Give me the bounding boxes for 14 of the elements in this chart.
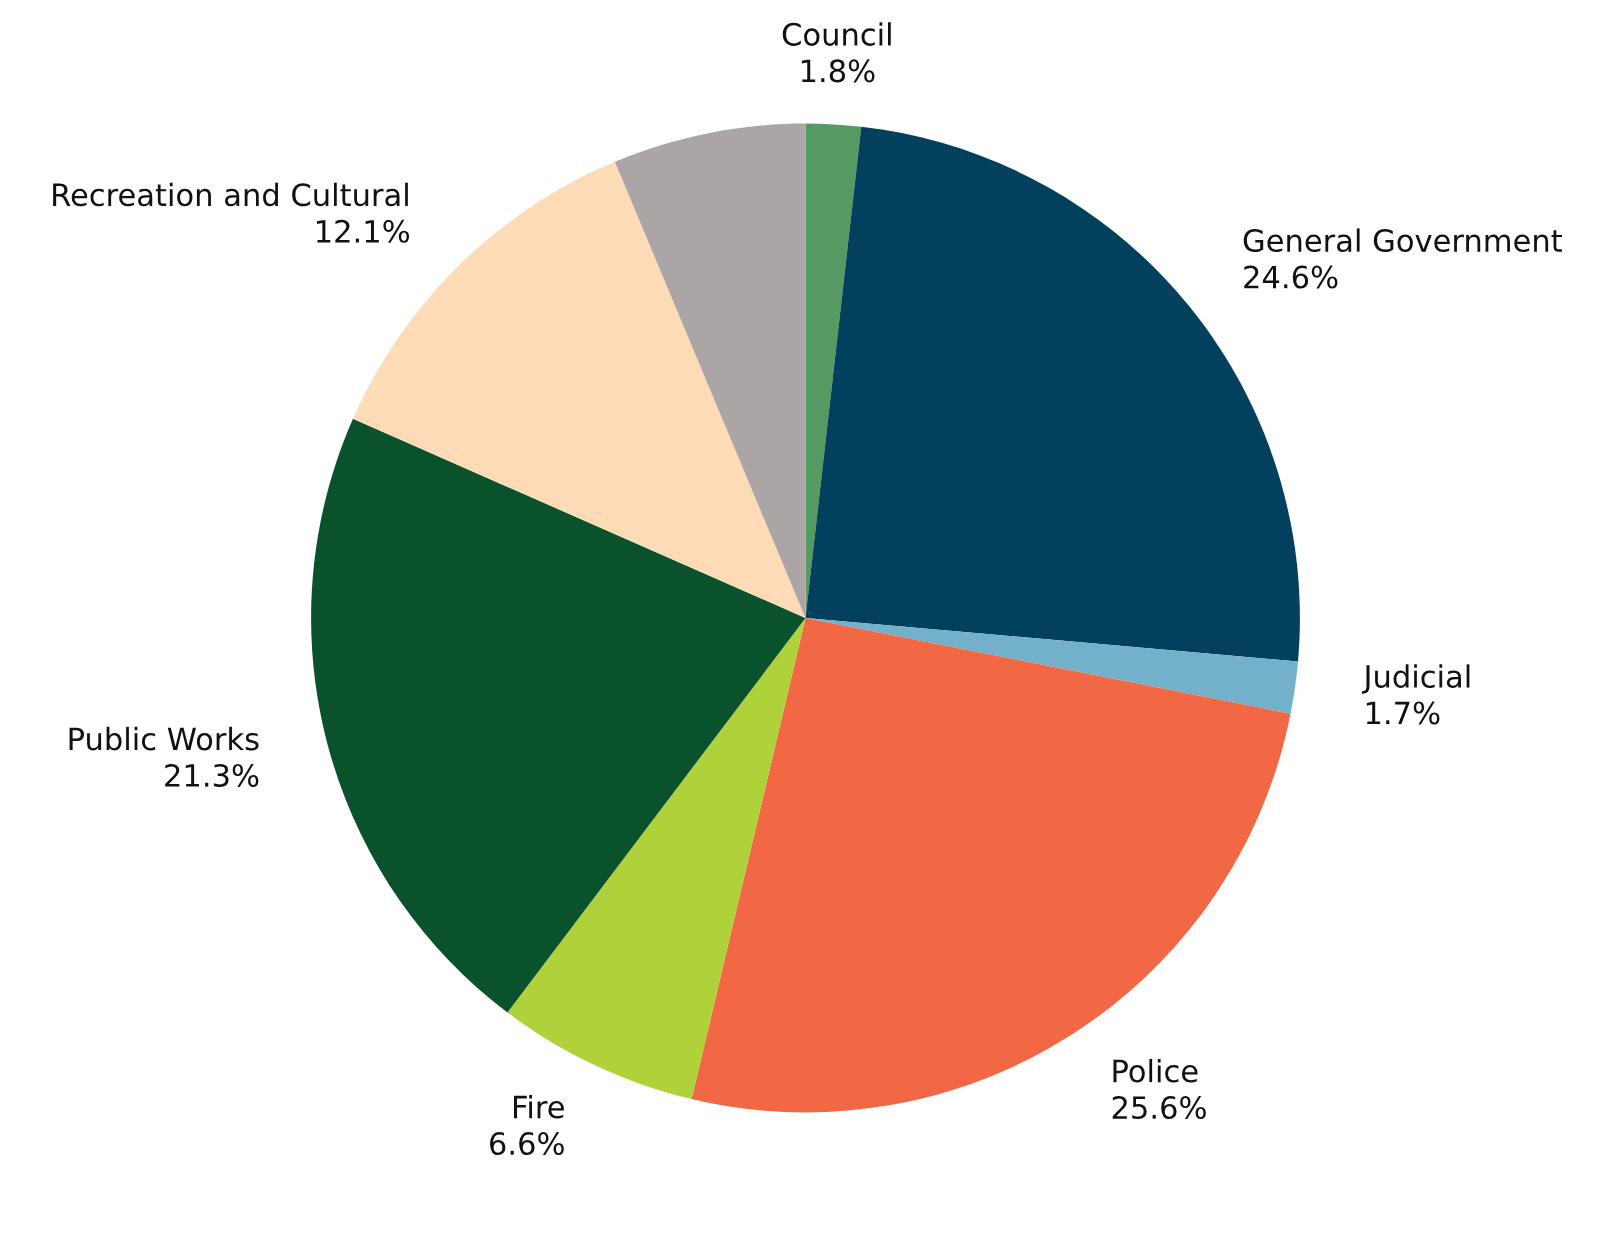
slice-label: Council — [782, 22, 891, 46]
slice-label: Police — [1113, 1058, 1198, 1083]
slice-label: Fire — [514, 1094, 564, 1119]
data-label: 1.8% — [801, 59, 875, 83]
data-label: 24.6% — [1244, 265, 1338, 289]
slice-label: Judicial — [1361, 664, 1470, 694]
data-label: 25.6% — [1112, 1095, 1206, 1120]
data-label: 1.7% — [1366, 701, 1440, 725]
slice-label: General Government — [1243, 228, 1562, 253]
slice-label: Public Works — [69, 726, 259, 751]
slice-label: Recreation and Cultural — [53, 182, 408, 207]
data-label: 21.3% — [165, 763, 259, 788]
data-label: 12.1% — [317, 219, 410, 243]
data-label: 6.6% — [490, 1132, 564, 1156]
